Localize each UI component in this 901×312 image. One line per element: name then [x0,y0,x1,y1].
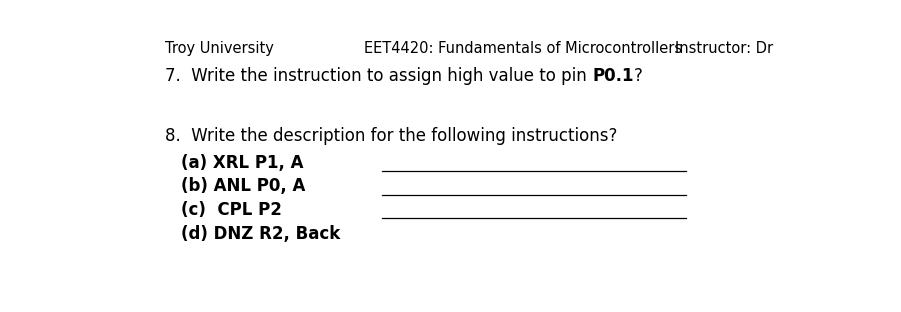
Text: (d) DNZ R2, Back: (d) DNZ R2, Back [181,225,340,243]
Text: Troy University: Troy University [165,41,274,56]
Text: 8.  Write the description for the following instructions?: 8. Write the description for the followi… [165,127,618,145]
Text: (a) XRL P1, A: (a) XRL P1, A [181,154,304,172]
Text: 7.  Write the instruction to assign high value to pin: 7. Write the instruction to assign high … [165,67,592,85]
Text: (c)  CPL P2: (c) CPL P2 [181,201,282,219]
Text: P0.1: P0.1 [592,67,633,85]
Text: ?: ? [633,67,642,85]
Text: EET4420: Fundamentals of Microcontrollers: EET4420: Fundamentals of Microcontroller… [364,41,682,56]
Text: Instructor: Dr: Instructor: Dr [675,41,773,56]
Text: (b) ANL P0, A: (b) ANL P0, A [181,178,305,195]
